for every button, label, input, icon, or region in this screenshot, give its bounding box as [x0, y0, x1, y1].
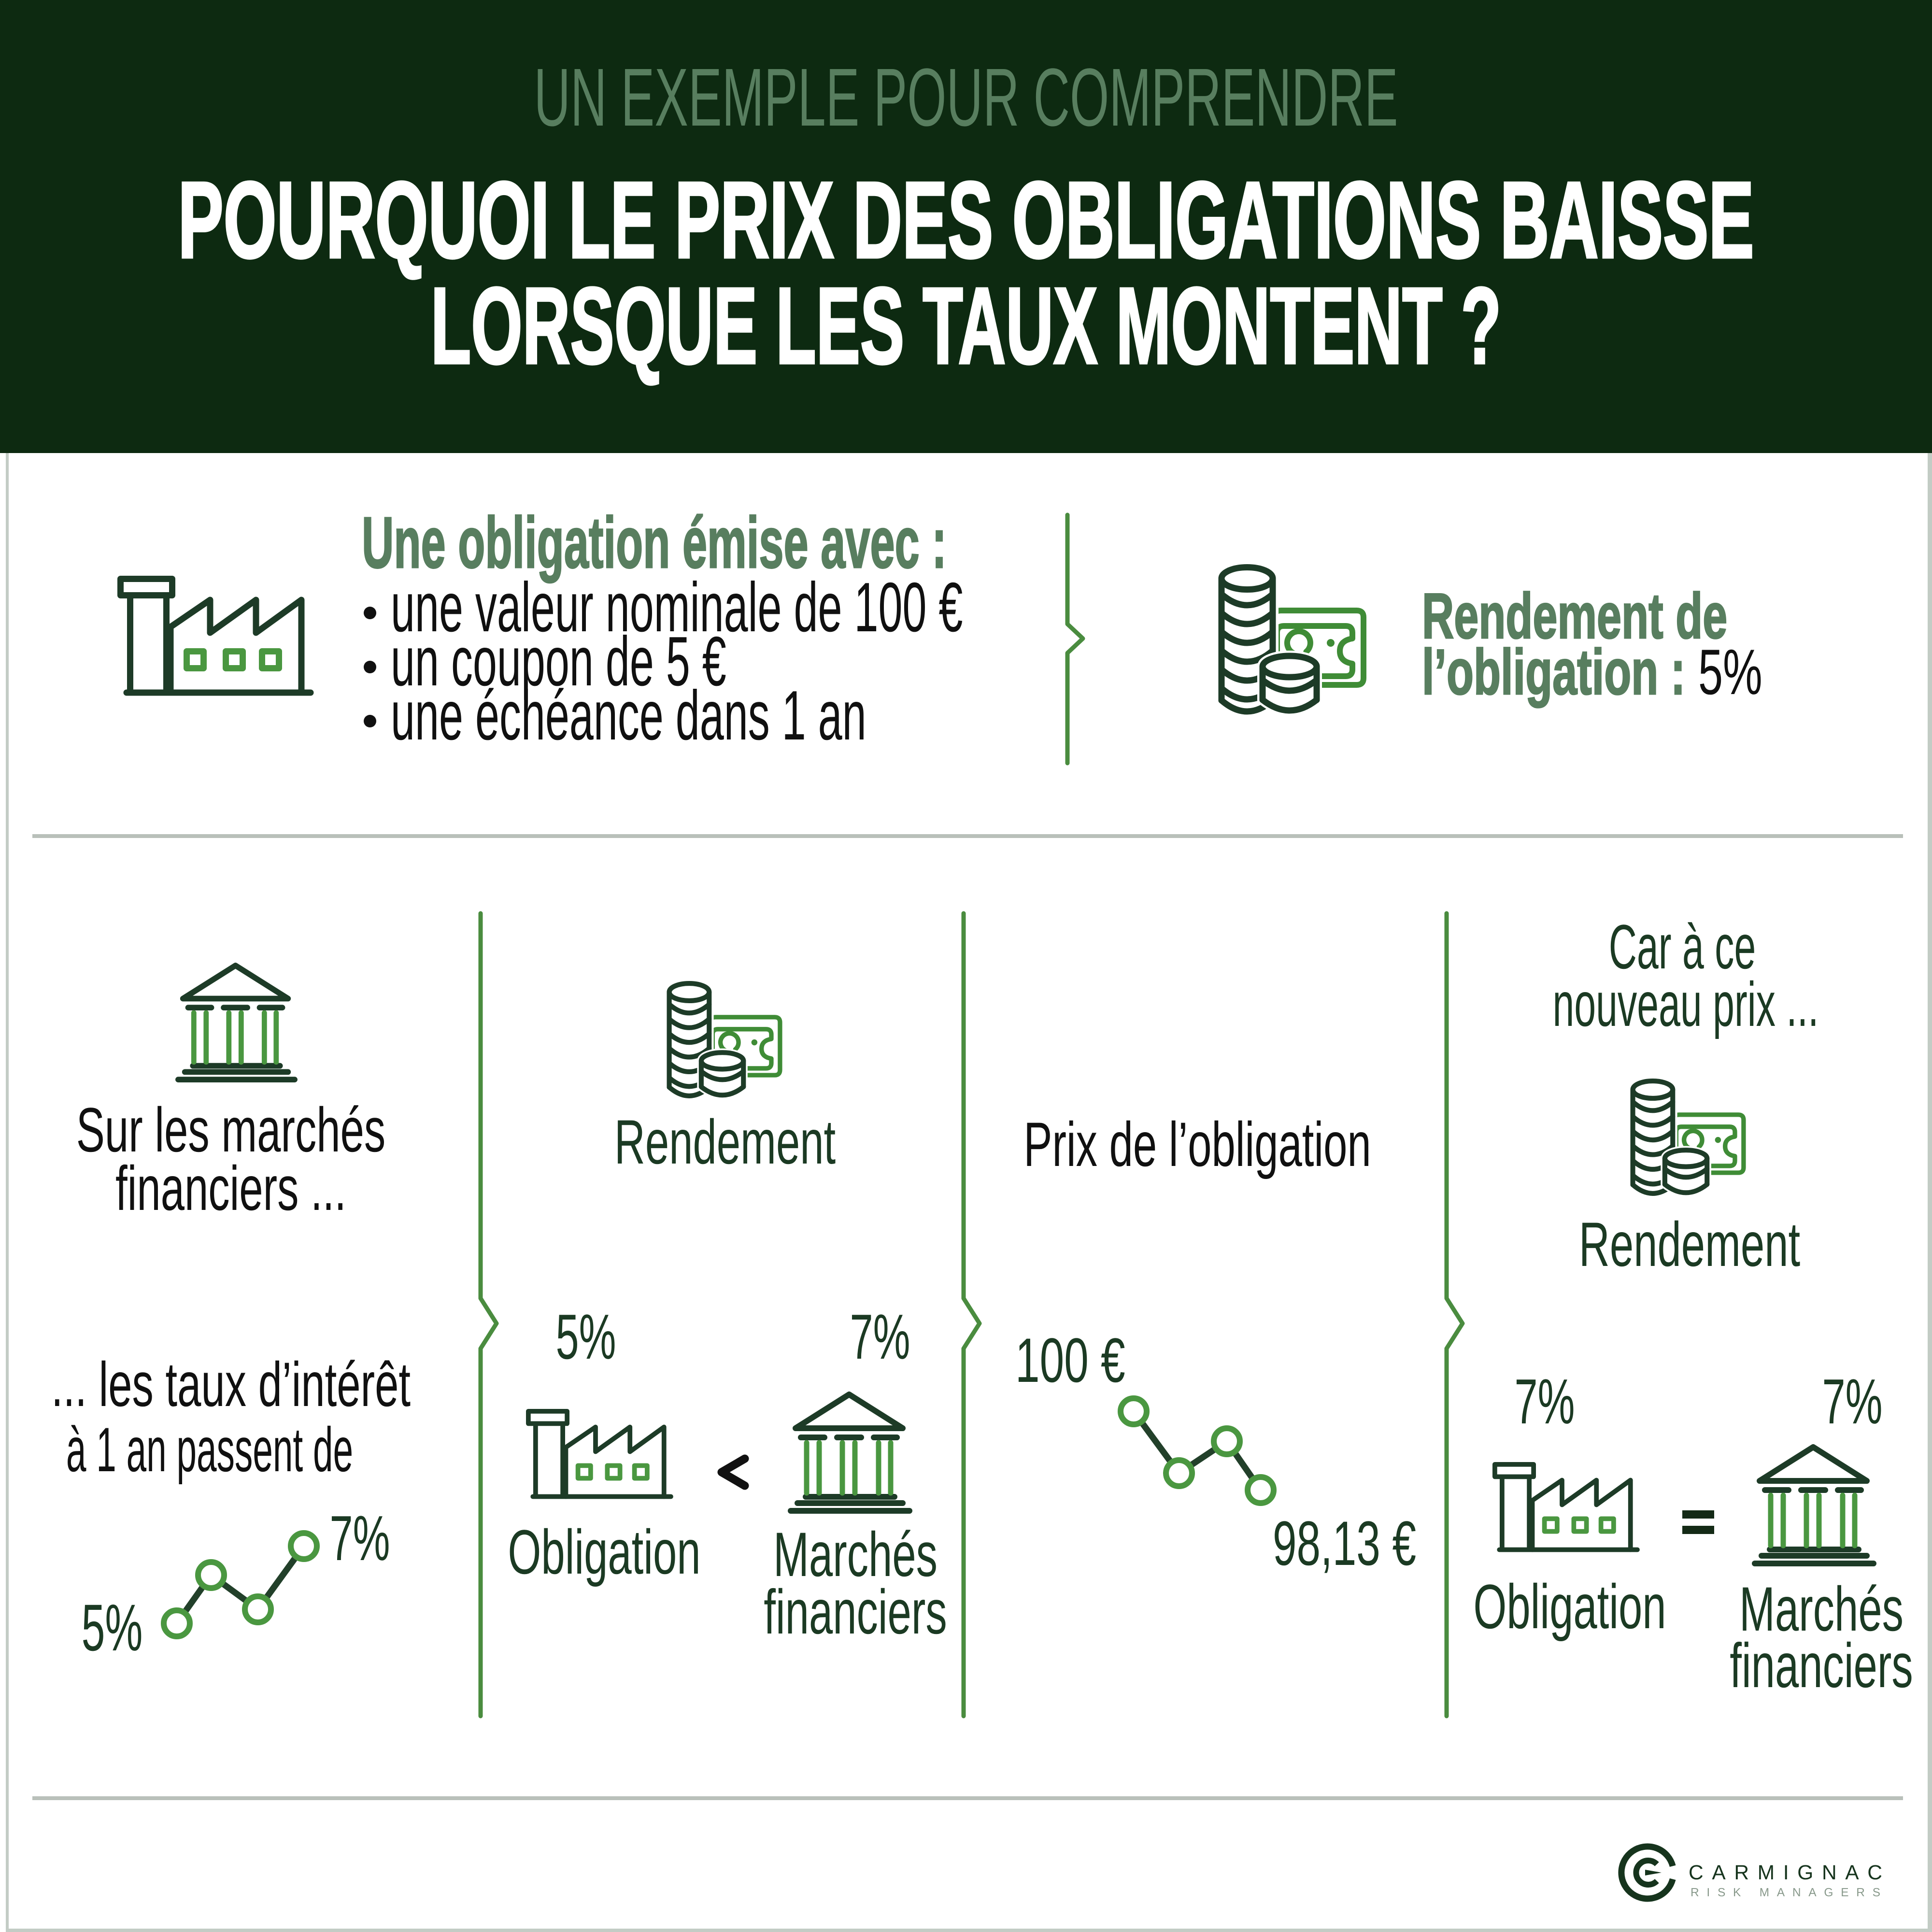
svg-text:98,13 €: 98,13 € [1273, 1508, 1416, 1578]
svg-text:Rendement: Rendement [614, 1107, 836, 1177]
svg-text:LORSQUE LES TAUX MONTENT ?: LORSQUE LES TAUX MONTENT ? [431, 265, 1502, 386]
svg-text:POURQUOI LE PRIX DES OBLIGATIO: POURQUOI LE PRIX DES OBLIGATIONS BAISSE [178, 159, 1754, 281]
svg-text:Marchés: Marchés [1739, 1574, 1904, 1644]
svg-text:financiers ...: financiers ... [115, 1153, 346, 1223]
svg-text:Sur les marchés: Sur les marchés [76, 1094, 385, 1165]
svg-text:une valeur nominale de 100 €: une valeur nominale de 100 € [391, 568, 963, 646]
svg-text:5%: 5% [556, 1301, 616, 1373]
svg-text:7%: 7% [1822, 1366, 1883, 1437]
svg-text:financiers: financiers [1730, 1630, 1913, 1701]
svg-text:nouveau prix ...: nouveau prix ... [1552, 969, 1818, 1039]
svg-text:Une obligation émise avec :: Une obligation émise avec : [362, 502, 947, 583]
svg-text:Obligation: Obligation [508, 1517, 700, 1587]
svg-text:Prix de l’obligation: Prix de l’obligation [1023, 1109, 1371, 1179]
svg-text:Rendement de: Rendement de [1422, 581, 1727, 652]
svg-text:un coupon de 5 €: un coupon de 5 € [391, 622, 726, 700]
svg-text:Marchés: Marchés [773, 1519, 938, 1590]
svg-text:5%: 5% [82, 1591, 143, 1664]
svg-text:7%: 7% [850, 1301, 910, 1373]
svg-text:Obligation: Obligation [1473, 1571, 1666, 1642]
svg-text:Rendement: Rendement [1579, 1209, 1800, 1279]
svg-text:une échéance dans 1 an: une échéance dans 1 an [391, 676, 867, 754]
svg-text:7%: 7% [330, 1503, 390, 1574]
svg-text:à 1 an passent de: à 1 an passent de [66, 1415, 353, 1485]
svg-text:5%: 5% [1698, 637, 1762, 708]
svg-text:7%: 7% [1515, 1366, 1575, 1437]
svg-text:100 €: 100 € [1015, 1325, 1125, 1395]
svg-text:financiers: financiers [764, 1577, 947, 1647]
svg-text:... les taux d’intérêt: ... les taux d’intérêt [51, 1349, 411, 1420]
svg-text:Car à ce: Car à ce [1609, 911, 1756, 981]
svg-text:UN EXEMPLE POUR COMPRENDRE: UN EXEMPLE POUR COMPRENDRE [534, 51, 1398, 143]
svg-text:l’obligation :: l’obligation : [1422, 637, 1685, 708]
